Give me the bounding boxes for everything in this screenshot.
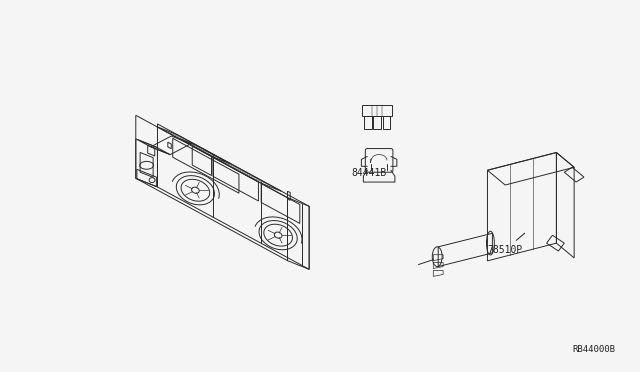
Text: 84441B: 84441B — [351, 159, 387, 178]
Text: RB44000B: RB44000B — [573, 346, 616, 355]
Text: 78510P: 78510P — [488, 233, 525, 255]
